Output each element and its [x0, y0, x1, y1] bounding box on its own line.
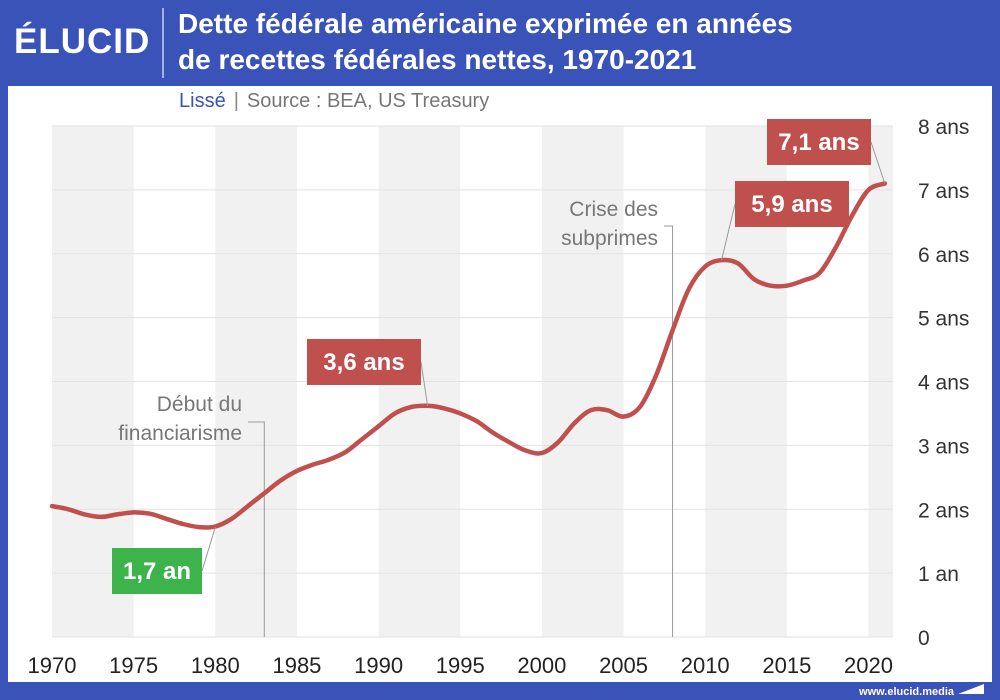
grid-lines: [52, 125, 893, 638]
y-tick-label: 7 ans: [918, 180, 969, 203]
callout-box: [307, 339, 421, 385]
title-line-1: Dette fédérale américaine exprimée en an…: [178, 8, 793, 39]
annotation-leader: [664, 225, 674, 637]
x-tick-label: 2010: [681, 653, 730, 678]
y-tick-label: 8 ans: [918, 116, 969, 139]
callout-text: 7,1 ans: [778, 129, 859, 156]
x-tick-label: 1985: [272, 653, 321, 678]
annotation-label: Début du: [157, 393, 242, 416]
x-tick-label: 2020: [844, 653, 893, 678]
callout-text: 3,6 ans: [323, 349, 404, 376]
annotation-leader: [248, 421, 265, 637]
brand-logo: ÉLUCID: [14, 22, 151, 61]
callout-text: 1,7 an: [123, 558, 191, 585]
annotations: Début du financiarisme Crise des subprimes: [118, 198, 674, 637]
x-tick-label: 1970: [28, 653, 77, 678]
elucid-mark-icon: [958, 684, 984, 694]
data-line-group: [49, 181, 888, 530]
chart-subtitle: Lissé | Source : BEA, US Treasury: [179, 90, 489, 113]
source-label: Source : BEA, US Treasury: [246, 90, 490, 112]
y-tick-label: 5 ans: [918, 308, 969, 331]
y-tick-label: 2 ans: [918, 499, 969, 522]
header-divider: [162, 8, 164, 78]
annotation-label: financiarisme: [118, 422, 242, 445]
subtitle-separator: |: [233, 90, 239, 112]
callout-leader: [721, 203, 736, 261]
y-tick-label: 3 ans: [918, 435, 969, 458]
x-tick-label: 1980: [191, 653, 240, 678]
callout-text: 5,9 ans: [751, 191, 832, 218]
value-labels: 1,7 an 3,6 ans 5,9 ans 7,1 ans: [112, 119, 886, 594]
callout-leader: [201, 526, 216, 572]
callout-leader: [420, 361, 429, 406]
y-tick-label: 6 ans: [918, 244, 969, 267]
x-tick-label: 1990: [354, 653, 403, 678]
callout-box: [767, 119, 871, 165]
x-tick-label: 1995: [436, 653, 485, 678]
callout-box: [735, 181, 849, 227]
annotation-label: subprimes: [561, 227, 658, 250]
y-axis-ticks: 0 1 an 2 ans 3 ans 4 ans 5 ans 6 ans 7 ans 8 ans: [918, 116, 969, 650]
header: ÉLUCID Dette fédérale américaine exprimé…: [0, 0, 1000, 86]
smoothing-label: Lissé: [179, 90, 226, 112]
x-axis-ticks: 1970 1975 1980 1985 1990 1995 2000 2005 2010 2015…: [28, 653, 893, 678]
annotation-label: Crise des: [569, 198, 658, 221]
callout-leader: [870, 141, 886, 184]
x-tick-label: 2000: [517, 653, 566, 678]
chart-title: Dette fédérale américaine exprimée en an…: [178, 6, 988, 78]
title-line-2: de recettes fédérales nettes, 1970-2021: [178, 44, 697, 75]
y-tick-label: 1 an: [918, 563, 959, 586]
x-tick-label: 1975: [109, 653, 158, 678]
series-line: [49, 181, 888, 530]
callout-box: [112, 548, 202, 594]
footer-url[interactable]: www.elucid.media: [859, 686, 954, 698]
x-tick-label: 2015: [762, 653, 811, 678]
y-tick-label: 4 ans: [918, 372, 969, 395]
y-tick-label: 0: [918, 627, 930, 650]
x-tick-label: 2005: [599, 653, 648, 678]
